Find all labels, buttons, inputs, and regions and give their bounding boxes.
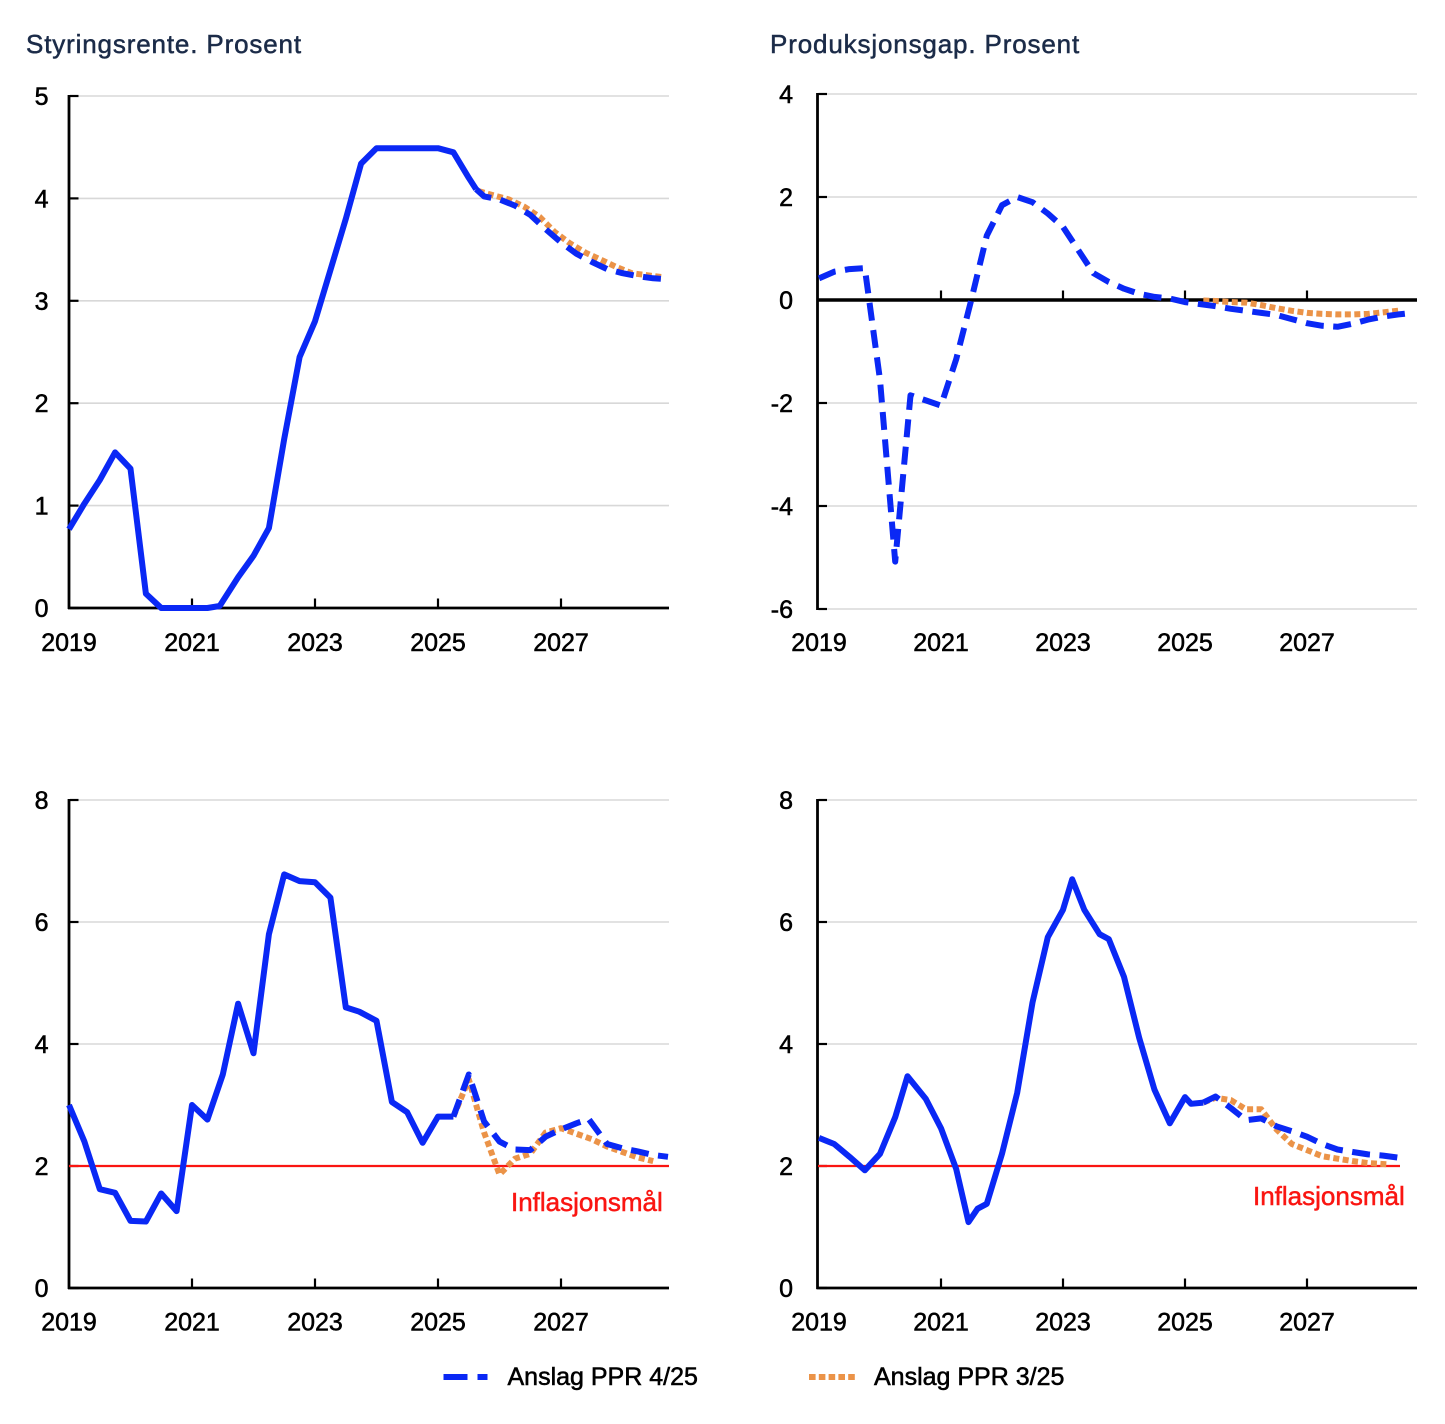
svg-text:4: 4 [35, 185, 49, 213]
svg-text:2021: 2021 [164, 629, 220, 657]
svg-text:2021: 2021 [164, 1309, 220, 1337]
svg-text:2021: 2021 [913, 1309, 969, 1337]
svg-text:Inflasjonsmål: Inflasjonsmål [511, 1187, 663, 1217]
svg-text:0: 0 [779, 1275, 793, 1303]
svg-text:2023: 2023 [287, 1309, 343, 1337]
svg-text:Anslag PPR 3/25: Anslag PPR 3/25 [874, 1363, 1064, 1391]
svg-text:-6: -6 [771, 596, 793, 624]
svg-text:1: 1 [35, 493, 49, 521]
svg-text:4: 4 [779, 1031, 793, 1059]
svg-text:3: 3 [35, 288, 49, 316]
svg-text:6: 6 [35, 909, 49, 937]
svg-text:2019: 2019 [791, 1309, 847, 1337]
svg-text:-4: -4 [771, 493, 793, 521]
svg-text:6: 6 [779, 909, 793, 937]
svg-text:2019: 2019 [41, 1309, 97, 1337]
svg-text:8: 8 [779, 787, 793, 815]
svg-text:2021: 2021 [913, 629, 969, 657]
svg-text:2027: 2027 [1279, 1309, 1335, 1337]
svg-text:2025: 2025 [1157, 629, 1213, 657]
svg-text:Inflasjonsmål: Inflasjonsmål [1253, 1181, 1405, 1211]
svg-text:0: 0 [35, 1275, 49, 1303]
svg-text:2025: 2025 [410, 1309, 466, 1337]
svg-text:2019: 2019 [41, 629, 97, 657]
svg-text:2023: 2023 [287, 629, 343, 657]
svg-text:2: 2 [779, 184, 793, 212]
svg-text:0: 0 [779, 287, 793, 315]
svg-text:4: 4 [779, 81, 793, 109]
svg-text:2025: 2025 [1157, 1309, 1213, 1337]
svg-text:Anslag PPR 4/25: Anslag PPR 4/25 [508, 1363, 698, 1391]
svg-text:2023: 2023 [1035, 1309, 1091, 1337]
svg-text:2023: 2023 [1035, 629, 1091, 657]
svg-text:Produksjonsgap. Prosent: Produksjonsgap. Prosent [770, 29, 1080, 59]
svg-text:-2: -2 [771, 390, 793, 418]
svg-text:Styringsrente. Prosent: Styringsrente. Prosent [26, 29, 302, 59]
svg-text:2: 2 [35, 390, 49, 418]
svg-text:2027: 2027 [1279, 629, 1335, 657]
svg-text:2: 2 [779, 1153, 793, 1181]
svg-text:5: 5 [35, 83, 49, 111]
svg-text:2: 2 [35, 1153, 49, 1181]
svg-text:2025: 2025 [410, 629, 466, 657]
svg-text:2027: 2027 [533, 629, 589, 657]
svg-text:8: 8 [35, 787, 49, 815]
svg-text:2019: 2019 [791, 629, 847, 657]
svg-text:4: 4 [35, 1031, 49, 1059]
svg-text:2027: 2027 [533, 1309, 589, 1337]
svg-text:0: 0 [35, 595, 49, 623]
